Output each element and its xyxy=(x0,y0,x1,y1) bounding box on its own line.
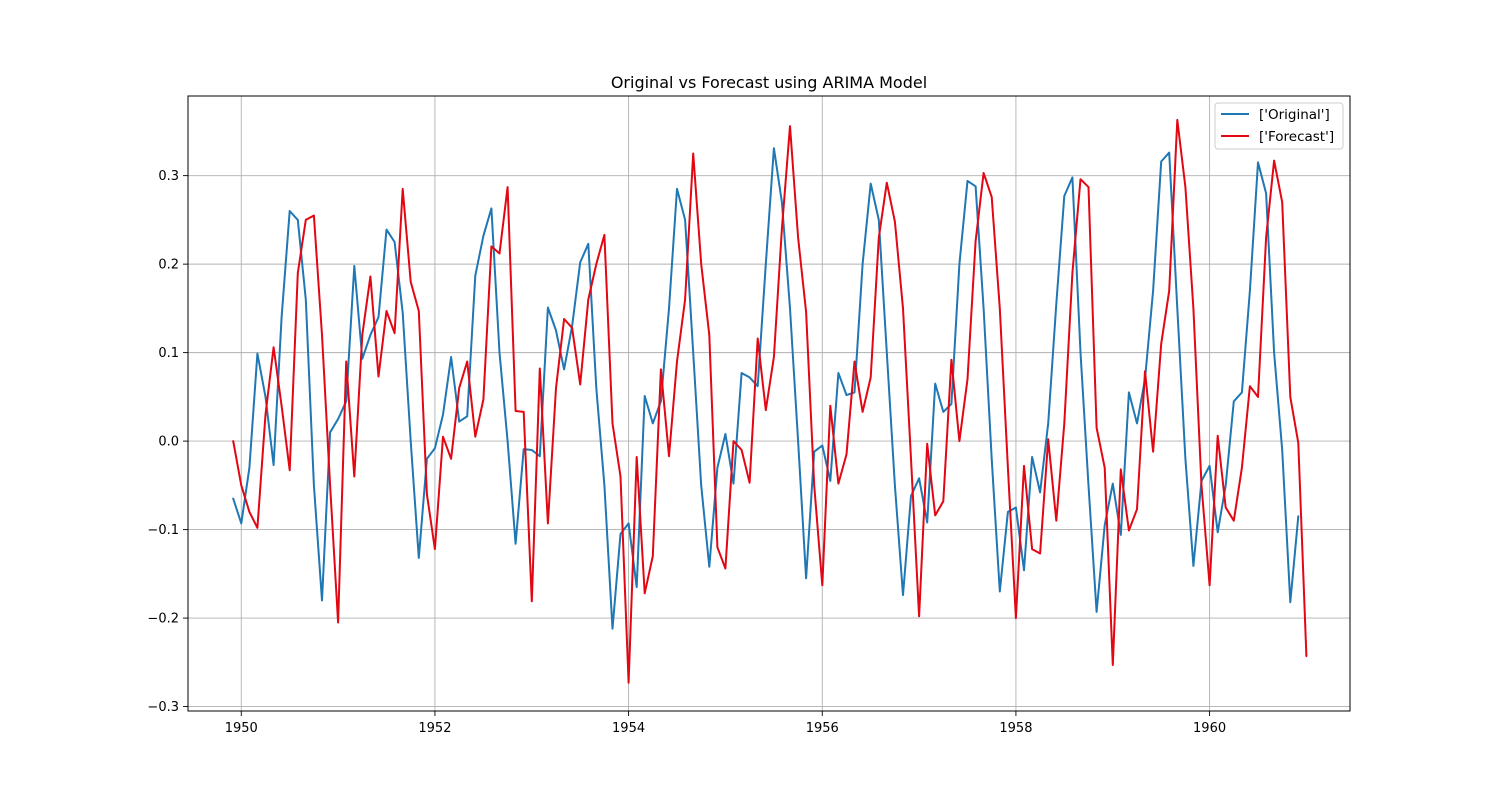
x-tick-label: 1950 xyxy=(225,721,258,736)
axis-ticks: 1950 1952 1954 1956 1958 1960 −0.3 −0.2 −0.1 0.0 0… xyxy=(147,169,1226,736)
series-lines xyxy=(232,118,1308,684)
y-tick-label: 0.1 xyxy=(158,346,179,361)
y-tick-label: 0.3 xyxy=(158,169,179,184)
x-tick-label: 1952 xyxy=(418,721,451,736)
series-line-original xyxy=(232,147,1300,630)
x-tick-label: 1954 xyxy=(612,721,645,736)
legend: ['Original'] ['Forecast'] xyxy=(1214,102,1344,150)
x-tick-label: 1960 xyxy=(1193,721,1226,736)
plot-frame xyxy=(187,95,1351,712)
series-line-forecast xyxy=(232,118,1308,684)
y-tick-label: −0.3 xyxy=(147,700,179,715)
y-tick-label: −0.2 xyxy=(147,612,179,627)
x-tick-label: 1956 xyxy=(806,721,839,736)
y-tick-label: −0.1 xyxy=(147,523,179,538)
y-tick-label: 0.2 xyxy=(158,258,179,273)
grid xyxy=(188,96,1350,711)
legend-label-original: ['Original'] xyxy=(1259,107,1330,123)
y-tick-label: 0.0 xyxy=(158,435,179,450)
x-tick-label: 1958 xyxy=(999,721,1032,736)
legend-label-forecast: ['Forecast'] xyxy=(1259,129,1334,145)
chart-title: Original vs Forecast using ARIMA Model xyxy=(611,73,927,92)
